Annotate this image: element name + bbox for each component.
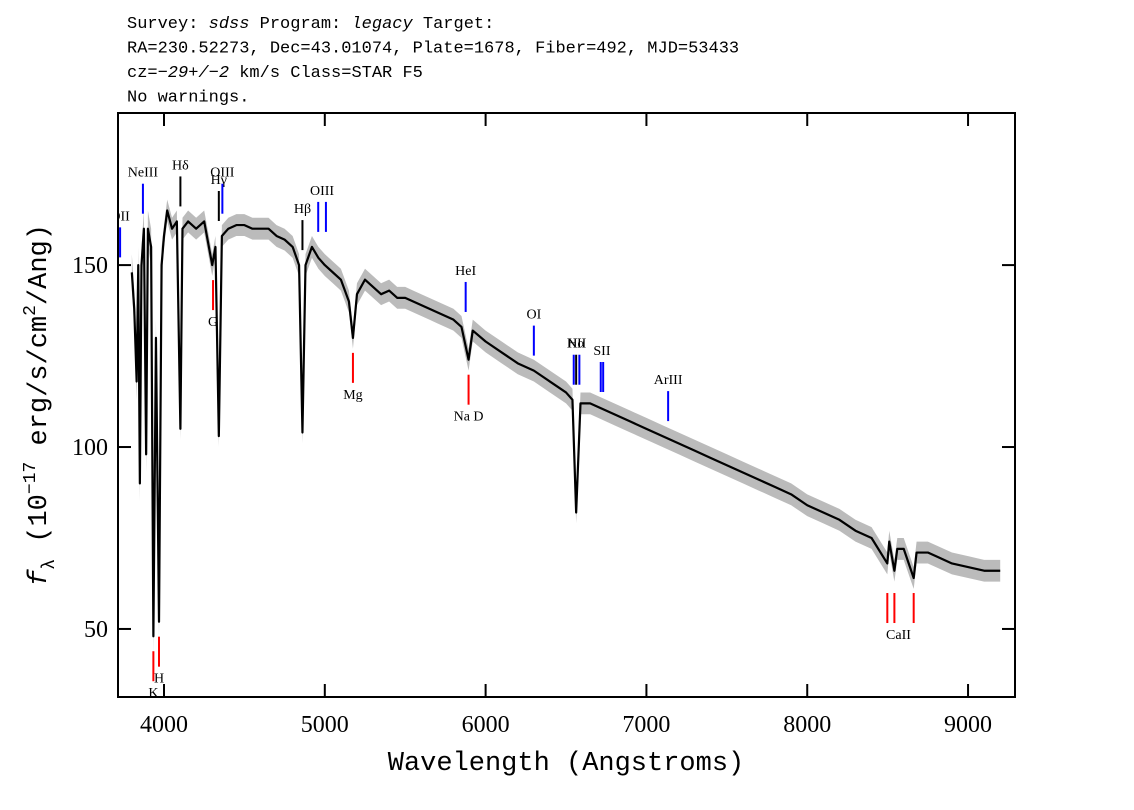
title-segment: No warnings. — [127, 89, 249, 108]
line-label: Hα — [567, 337, 585, 352]
y-label-part: f — [25, 569, 55, 586]
x-tick-label: 5000 — [301, 712, 349, 738]
line-label: Mg — [343, 388, 362, 403]
y-axis-label: fλ (10−17 erg/s/cm2/Ang) — [21, 224, 60, 586]
x-tick-label: 4000 — [140, 712, 188, 738]
title-segment: −29+/−2 — [158, 64, 229, 83]
x-tick-label: 7000 — [622, 712, 670, 738]
title-line: RA=230.52273, Dec=43.01074, Plate=1678, … — [127, 40, 739, 59]
title-line: cz=−29+/−2 km/s Class=STAR F5 — [127, 64, 423, 83]
y-tick-label: 150 — [72, 253, 108, 279]
line-label: SII — [593, 344, 610, 359]
x-axis-label: Wavelength (Angstroms) — [388, 749, 744, 779]
line-label: OI — [526, 308, 541, 323]
y-label-part: erg/s/cm — [25, 316, 55, 462]
title-line: No warnings. — [127, 89, 249, 108]
x-tick-label: 6000 — [462, 712, 510, 738]
title-segment: Target: — [413, 15, 495, 34]
title-segment: km/s Class=STAR F5 — [229, 64, 423, 83]
spectrum-line — [130, 209, 1001, 638]
title-segment: sdss — [209, 15, 250, 34]
line-label: CaII — [886, 628, 911, 643]
x-tick-label: 9000 — [944, 712, 992, 738]
y-label-part: λ — [40, 559, 60, 570]
line-label: K — [148, 686, 158, 701]
title-segment: legacy — [351, 15, 413, 34]
y-label-part: 2 — [21, 305, 41, 316]
line-label: G — [208, 315, 218, 330]
title-segment: Program: — [249, 15, 351, 34]
title-line: Survey: sdss Program: legacy Target: — [127, 15, 494, 34]
y-label-part: /Ang) — [25, 224, 55, 305]
title-segment: RA=230.52273, Dec=43.01074, Plate=1678, … — [127, 40, 739, 59]
plot-frame — [117, 112, 1016, 698]
title-block: Survey: sdss Program: legacy Target: RA=2… — [127, 15, 739, 108]
y-tick-label: 50 — [84, 617, 108, 643]
line-label: H — [154, 672, 164, 687]
y-label-part: −17 — [21, 462, 41, 494]
axes: 4000 5000 6000 7000 8000 9000 50 100 150 — [72, 113, 1015, 738]
y-label-part: (10 — [25, 494, 55, 559]
line-label: OIII — [210, 166, 234, 181]
line-label: HeI — [455, 264, 476, 279]
line-label: Na D — [454, 410, 484, 425]
title-segment: Survey: — [127, 15, 209, 34]
line-label: OIII — [310, 184, 334, 199]
error-band — [131, 199, 1001, 655]
line-label: ArIII — [654, 373, 683, 388]
line-label: OII — [110, 209, 130, 224]
line-label: Hβ — [294, 202, 311, 217]
line-label: NeIII — [128, 166, 159, 181]
y-tick-label: 100 — [72, 435, 108, 461]
line-label: NII — [567, 337, 587, 352]
line-label: Hδ — [172, 158, 189, 173]
title-segment: cz= — [127, 64, 158, 83]
x-tick-label: 8000 — [783, 712, 831, 738]
